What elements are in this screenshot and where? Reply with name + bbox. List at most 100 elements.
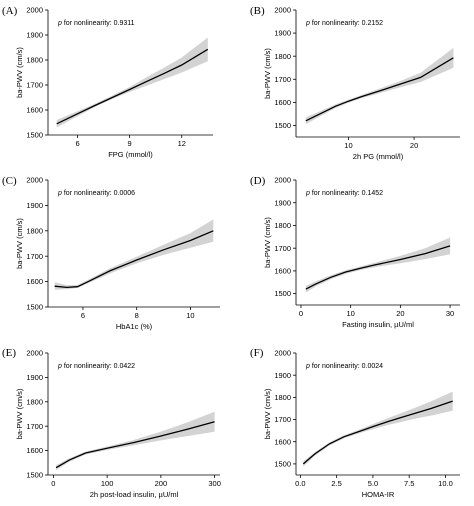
y-axis-title: ba-PWV (cm/s) [15,47,24,98]
y-tick-label: 2000 [274,176,291,185]
y-axis-title: ba-PWV (cm/s) [263,388,272,439]
y-tick-label: 1800 [26,56,43,65]
confidence-band [54,219,214,290]
nonlinearity-annotation: p for nonlinearity: 0.9311 [57,20,135,27]
y-axis-title: ba-PWV (cm/s) [15,218,24,269]
y-tick-label: 2000 [274,349,291,358]
x-tick-label: 300 [208,479,221,488]
y-tick-label: 1800 [274,221,291,230]
x-axis-title: FPG (mmol/l) [108,150,153,159]
fit-line [305,245,451,290]
x-tick-label: 10.0 [438,479,453,488]
panel-letter: (D) [250,175,266,187]
panel-e: (E) 1500 1600 1700 1800 1900 2000 0 100 200 300 2h … [2,347,221,499]
x-tick-label: 30 [446,309,454,318]
x-tick-label: 20 [396,309,404,318]
x-tick-label: 0 [299,309,303,318]
y-axis-title: ba-PWV (cm/s) [15,388,24,439]
x-tick-label: 8 [135,311,139,320]
x-axis-title: HOMA-IR [362,490,395,499]
confidence-band [305,237,451,293]
nonlinearity-annotation: p for nonlinearity: 0.1452 [305,190,383,197]
y-tick-label: 1600 [26,106,43,115]
y-tick-label: 1700 [274,244,291,253]
panel-letter: (F) [250,347,264,359]
nonlinearity-annotation: p for nonlinearity: 0.0006 [57,190,135,197]
x-tick-label: 20 [410,141,418,150]
y-axis-title: ba-PWV (cm/s) [263,217,272,268]
confidence-band [305,47,454,125]
y-tick-label: 2000 [26,349,43,358]
fit-line [55,421,215,469]
x-tick-label: 0.0 [295,479,305,488]
x-axis-title: HbA1c (%) [116,322,153,331]
x-tick-label: 12 [178,139,186,148]
x-tick-label: 10 [344,141,352,150]
x-tick-label: 6 [81,311,85,320]
confidence-band [303,391,453,467]
panel-c: (C) 1500 1600 1700 1800 1900 2000 6 8 10 HbA1c (%)… [2,175,220,331]
y-tick-label: 1600 [274,98,291,107]
panel-letter: (B) [250,5,265,17]
fit-line [54,230,214,289]
y-tick-label: 1600 [274,267,291,276]
x-tick-label: 9 [128,139,132,148]
panel-letter: (C) [2,175,17,187]
y-tick-label: 1700 [274,75,291,84]
nonlinearity-annotation: p for nonlinearity: 0.0024 [305,363,383,370]
x-tick-label: 7.5 [404,479,414,488]
x-axis-title: Fasting insulin, µU/ml [342,320,414,329]
y-tick-label: 1900 [274,29,291,38]
y-tick-label: 1700 [26,252,43,261]
y-tick-label: 1900 [274,198,291,207]
panel-letter: (A) [2,5,18,17]
panel-b: (B) 1500 1600 1700 1800 1900 2000 10 20 2h PG (mm… [250,5,460,161]
y-tick-label: 2000 [274,6,291,15]
y-tick-label: 2000 [26,6,43,15]
x-tick-label: 2.5 [331,479,341,488]
nonlinearity-annotation: p for nonlinearity: 0.0422 [57,363,135,370]
x-tick-label: 100 [101,479,114,488]
y-tick-label: 1900 [26,373,43,382]
y-tick-label: 1600 [274,437,291,446]
y-tick-label: 2000 [26,176,43,185]
y-tick-label: 1700 [274,415,291,424]
y-axis-title: ba-PWV (cm/s) [263,48,272,99]
y-tick-label: 1500 [26,471,43,480]
y-tick-label: 1700 [26,422,43,431]
y-tick-label: 1900 [26,201,43,210]
x-tick-label: 5.0 [368,479,378,488]
y-tick-label: 1500 [26,131,43,140]
panel-f: (F) 1500 1600 1700 1800 1900 2000 0.0 2.5 5.0 7.5 1… [250,347,460,499]
y-tick-label: 1800 [274,393,291,402]
y-tick-label: 1600 [26,446,43,455]
y-tick-label: 1800 [274,52,291,61]
x-axis-title: 2h PG (mmol/l) [353,152,404,161]
x-axis-title: 2h post-load insulin, µU/ml [90,490,179,499]
panel-a: (A) 1500 1600 1700 1800 1900 2000 6 9 12 FPG (mmol… [2,5,213,159]
y-tick-label: 1500 [26,303,43,312]
x-tick-label: 0 [51,479,55,488]
fit-line [302,400,453,465]
x-tick-label: 10 [346,309,354,318]
y-tick-label: 1900 [26,31,43,40]
y-tick-label: 1500 [274,289,291,298]
panel-letter: (E) [2,347,16,359]
y-tick-label: 1700 [26,81,43,90]
x-tick-label: 10 [186,311,194,320]
y-tick-label: 1800 [26,397,43,406]
nonlinearity-annotation: p for nonlinearity: 0.2152 [305,20,383,27]
y-tick-label: 1500 [274,121,291,130]
y-tick-label: 1900 [274,371,291,380]
fit-line [305,57,454,122]
confidence-band [56,411,215,471]
y-tick-label: 1600 [26,277,43,286]
confidence-band [56,37,208,128]
y-tick-label: 1500 [274,460,291,469]
y-tick-label: 1800 [26,226,43,235]
panel-d: (D) 1500 1600 1700 1800 1900 2000 0 10 20 30 Fastin… [250,175,460,329]
x-tick-label: 6 [75,139,79,148]
fit-line [56,48,209,125]
x-tick-label: 200 [155,479,168,488]
